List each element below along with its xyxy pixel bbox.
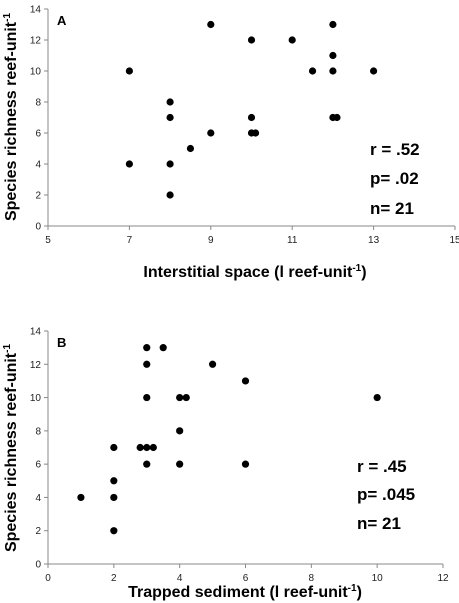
data-point <box>166 98 174 106</box>
x-axis-label: Interstitial space (l reef-unit-1) <box>143 263 366 281</box>
data-point <box>308 67 317 75</box>
x-axis-label-main: Trapped sediment (l reef-unit <box>128 584 348 601</box>
data-point <box>207 20 215 29</box>
y-tick-label: 2 <box>35 191 41 202</box>
y-tick-label: 12 <box>30 36 42 47</box>
data-point <box>241 377 250 385</box>
data-point <box>186 144 195 153</box>
y-tick-label: 0 <box>35 222 41 233</box>
data-point <box>136 443 144 452</box>
data-point <box>143 443 151 452</box>
data-point <box>251 129 260 137</box>
y-axis-label-sup: -1 <box>2 344 13 353</box>
y-axis-label-main: Species richness reef-unit <box>3 352 20 552</box>
y-tick-label: 8 <box>35 98 41 109</box>
y-axis-label-sup: -1 <box>2 13 13 22</box>
data-point <box>110 527 118 535</box>
y-axis-label: Species richness reef-unit-1 <box>2 13 20 222</box>
data-point <box>241 460 250 468</box>
y-tick-label: 4 <box>35 493 41 504</box>
x-tick-label: 13 <box>368 235 380 246</box>
y-tick-label: 8 <box>35 426 41 437</box>
data-point <box>373 393 381 402</box>
x-axis-label-main: Interstitial space (l reef-unit <box>143 264 353 281</box>
y-tick-label: 6 <box>35 129 41 140</box>
data-point <box>288 36 296 44</box>
x-tick-label: 12 <box>437 573 449 584</box>
data-point <box>333 113 341 122</box>
data-point <box>176 427 184 435</box>
data-point <box>143 393 151 402</box>
data-point <box>110 493 118 502</box>
y-axis-label-main: Species richness reef-unit <box>3 21 20 221</box>
x-tick-label: 0 <box>45 573 51 584</box>
x-tick-label: 5 <box>45 235 51 246</box>
data-point <box>176 460 184 468</box>
y-tick-label: 6 <box>35 460 41 471</box>
x-axis-label: Trapped sediment (l reef-unit-1) <box>128 583 362 601</box>
data-point <box>143 460 151 468</box>
data-point <box>176 393 184 402</box>
data-point <box>329 67 337 75</box>
y-tick-label: 14 <box>30 5 42 16</box>
data-point <box>166 113 174 122</box>
stat-annotation: n= 21 <box>370 199 414 218</box>
data-point <box>110 443 118 452</box>
chart-panel-a: 0 2 4 6 8 10 12 14 5 7 9 11 13 15 Ar = .52 p= .02 n= 21 I… <box>2 5 459 282</box>
y-axis-label: Species richness reef-unit-1 <box>2 344 20 553</box>
stat-annotation: p= .045 <box>357 485 415 504</box>
data-point <box>166 191 174 199</box>
y-tick-label: 12 <box>30 360 42 371</box>
x-tick-label: 15 <box>449 235 459 246</box>
stat-annotation: n= 21 <box>357 514 401 533</box>
data-point <box>329 20 337 29</box>
x-axis-label-tail: ) <box>361 264 366 281</box>
x-tick-label: 8 <box>309 573 315 584</box>
x-tick-label: 11 <box>287 235 298 246</box>
data-point <box>125 160 133 168</box>
y-tick-label: 14 <box>30 327 42 338</box>
stat-annotation: r = .45 <box>357 457 407 476</box>
data-point <box>208 360 217 368</box>
stat-annotation: r = .52 <box>370 140 420 159</box>
chart-panel-b: 0 2 4 6 8 10 12 14 0 2 4 6 8 10 12 Br = .45 p= .045 n= 21… <box>2 327 449 602</box>
x-tick-label: 6 <box>243 573 249 584</box>
x-tick-label: 4 <box>177 573 183 584</box>
data-point <box>329 51 337 60</box>
y-tick-label: 10 <box>30 67 42 78</box>
data-point <box>143 344 151 352</box>
data-point <box>166 160 174 168</box>
x-tick-label: 2 <box>111 573 117 584</box>
y-tick-label: 2 <box>35 526 41 537</box>
data-point <box>182 393 190 402</box>
y-tick-label: 10 <box>30 393 42 404</box>
data-point <box>110 477 118 485</box>
data-point <box>159 344 167 352</box>
x-axis-label-sup: -1 <box>348 583 357 594</box>
x-axis-label-tail: ) <box>357 584 362 601</box>
y-tick-label: 0 <box>35 560 41 571</box>
x-tick-label: 10 <box>372 573 384 584</box>
panel-letter: B <box>57 335 66 350</box>
panel-letter: A <box>57 13 67 28</box>
data-point <box>77 493 85 502</box>
data-point <box>143 360 151 368</box>
data-point <box>370 67 378 75</box>
data-point <box>207 129 215 137</box>
data-point <box>247 36 256 44</box>
data-point <box>125 67 133 75</box>
x-tick-label: 7 <box>127 235 133 246</box>
stat-annotation: p= .02 <box>370 169 419 188</box>
x-tick-label: 9 <box>208 235 214 246</box>
data-point <box>149 443 157 452</box>
data-point <box>247 113 256 122</box>
x-axis-label-sup: -1 <box>352 263 361 274</box>
y-tick-label: 4 <box>35 160 41 171</box>
